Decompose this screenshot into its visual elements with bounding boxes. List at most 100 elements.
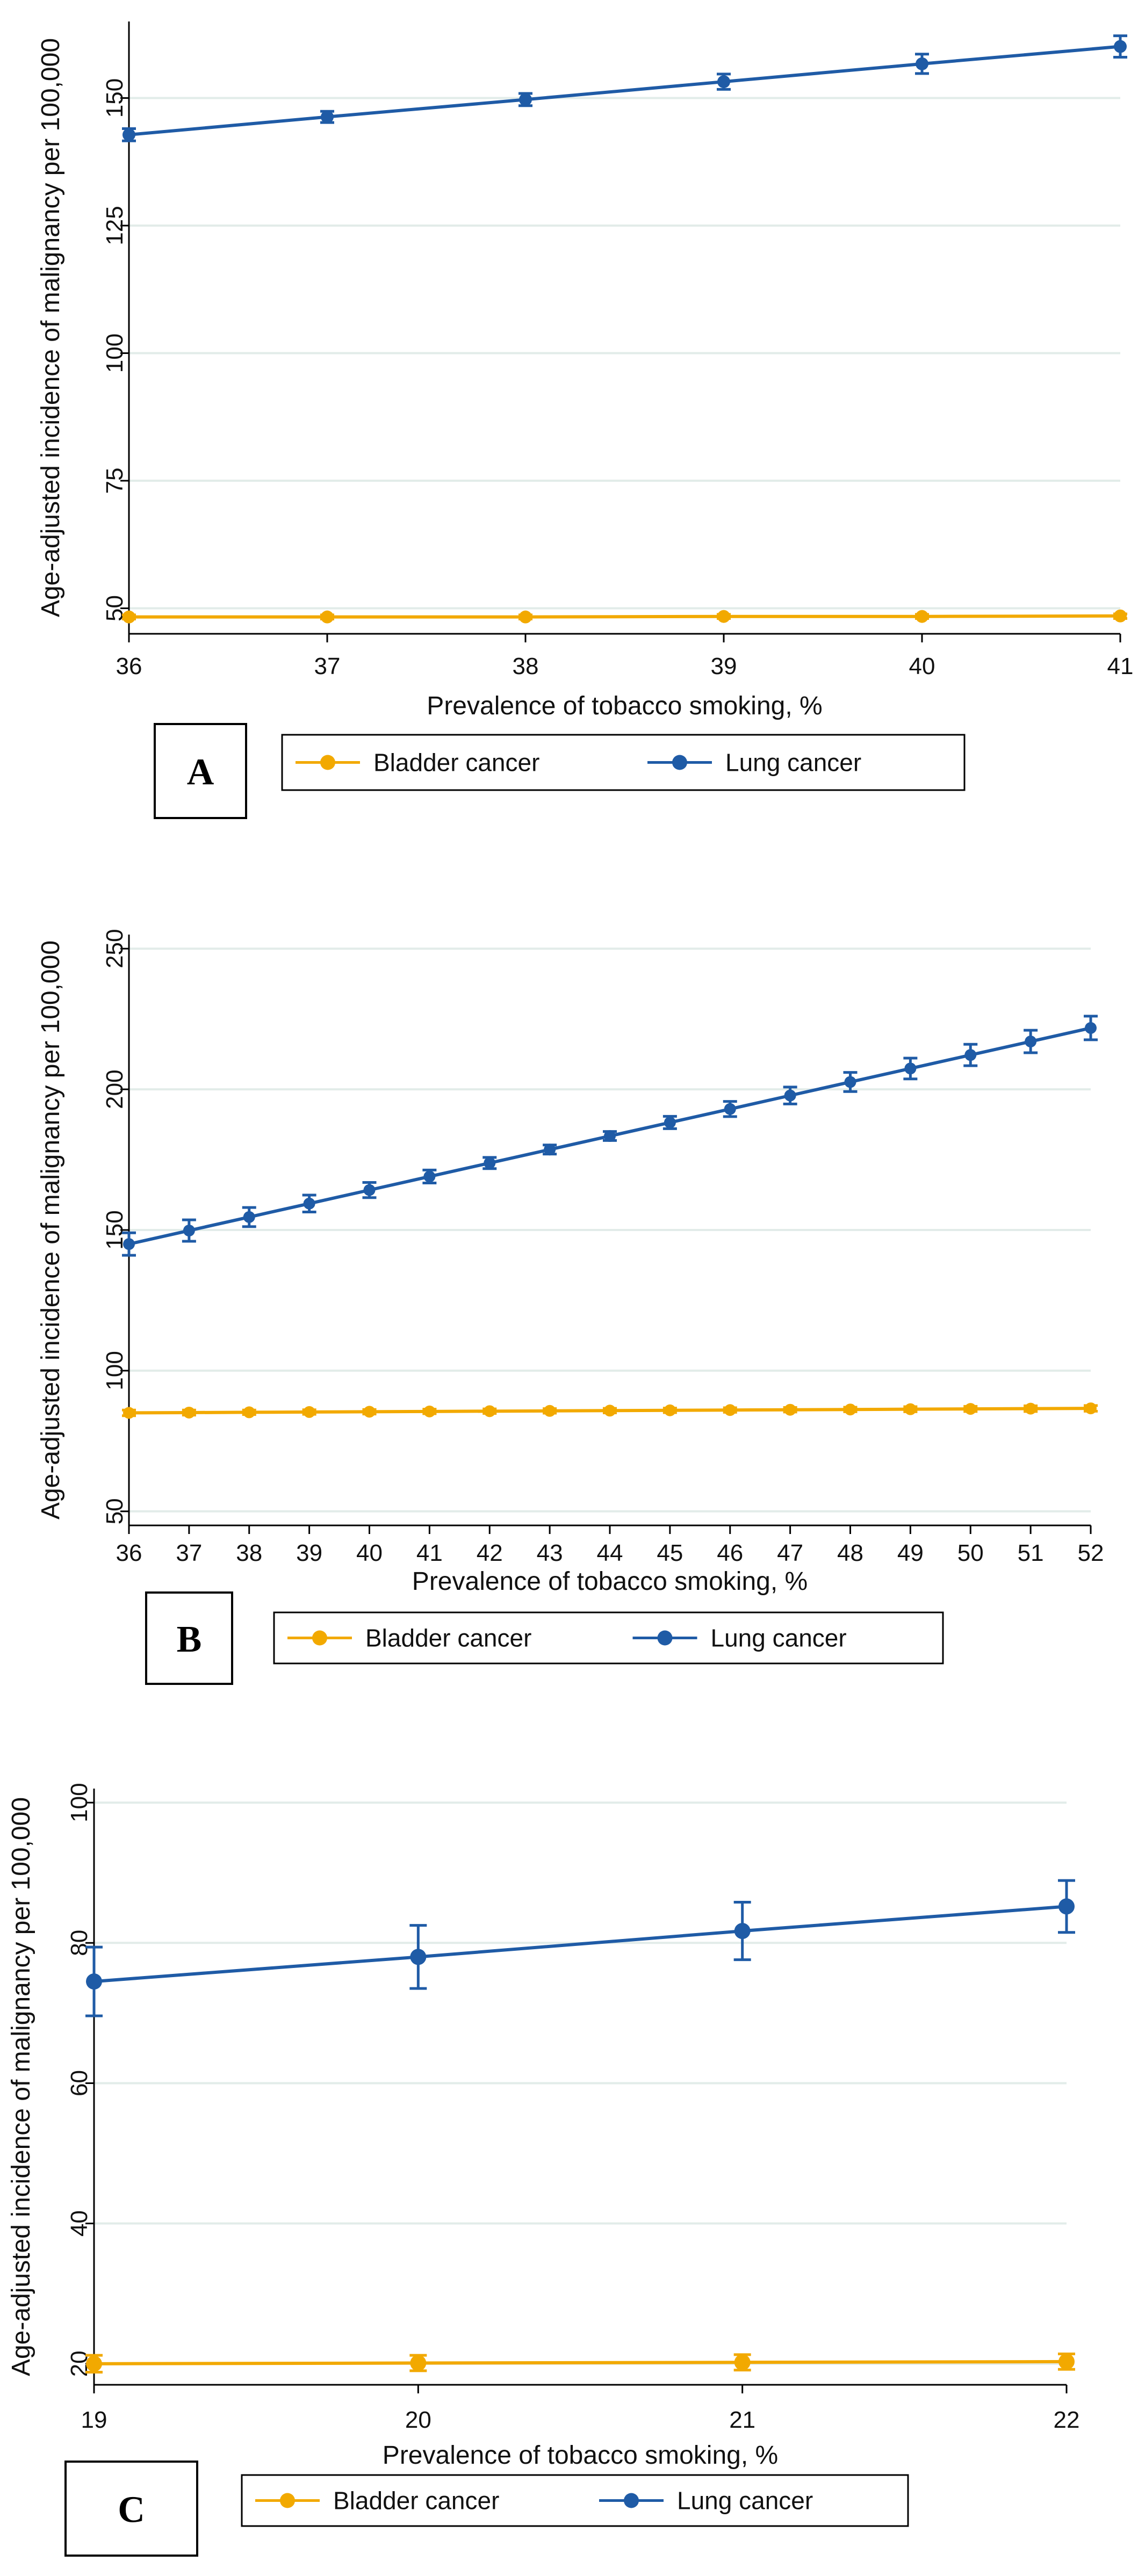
data-point — [183, 1406, 195, 1419]
series-bladder-cancer — [85, 2353, 1075, 2374]
y-tick-label: 200 — [102, 1069, 128, 1109]
x-tick-label: 41 — [416, 1540, 443, 1566]
data-point — [1058, 2353, 1075, 2370]
x-tick-label: 40 — [909, 653, 935, 679]
data-point — [86, 2355, 102, 2372]
x-tick-label: 40 — [356, 1540, 383, 1566]
legend-label: Lung cancer — [711, 1624, 847, 1652]
x-tick-label: 38 — [513, 653, 539, 679]
data-point — [724, 1103, 736, 1115]
series-line — [129, 614, 1121, 619]
data-point — [86, 1973, 102, 1990]
legend-swatch-marker — [320, 755, 335, 770]
data-point — [916, 57, 928, 70]
data-point — [1085, 1022, 1097, 1034]
legend-box — [241, 2474, 909, 2527]
x-tick-label: 41 — [1107, 653, 1134, 679]
data-point — [916, 610, 928, 623]
data-point — [724, 1404, 736, 1416]
data-point — [1025, 1036, 1037, 1048]
x-tick-label: 44 — [597, 1540, 623, 1566]
x-axis-title: Prevalence of tobacco smoking, % — [427, 692, 822, 720]
legend-label: Bladder cancer — [333, 2487, 499, 2515]
y-tick-label: 150 — [102, 78, 128, 118]
y-tick-label: 100 — [102, 1351, 128, 1390]
series-line — [93, 1905, 1067, 1984]
y-tick-label: 250 — [102, 929, 128, 968]
y-axis-title: Age-adjusted incidence of malignancy per… — [37, 38, 65, 617]
x-tick-label: 50 — [957, 1540, 984, 1566]
x-tick-label: 22 — [1054, 2407, 1080, 2433]
data-point — [717, 610, 730, 623]
y-axis-title: Age-adjusted incidence of malignancy per… — [7, 1797, 35, 2376]
legend-label: Lung cancer — [677, 2487, 813, 2515]
x-tick-label: 43 — [537, 1540, 563, 1566]
y-tick-label: 40 — [66, 2210, 92, 2237]
data-point — [844, 1403, 856, 1416]
data-point — [604, 1405, 616, 1417]
x-tick-label: 20 — [405, 2407, 431, 2433]
data-point — [1085, 1402, 1097, 1415]
y-tick-label: 100 — [102, 334, 128, 373]
data-point — [363, 1406, 376, 1418]
panel-label: B — [177, 1619, 202, 1660]
data-point — [410, 1949, 427, 1965]
legend-swatch-marker — [624, 2493, 639, 2508]
data-point — [784, 1089, 796, 1102]
legend-swatch-marker — [672, 755, 687, 770]
data-point — [423, 1405, 436, 1417]
x-tick-label: 48 — [837, 1540, 863, 1566]
y-tick-label: 125 — [102, 206, 128, 245]
data-point — [734, 1923, 751, 1940]
data-point — [484, 1157, 496, 1169]
x-tick-label: 36 — [116, 1540, 142, 1566]
panel-label-box — [145, 1591, 233, 1685]
data-point — [544, 1144, 556, 1156]
legend: Bladder cancer Lung cancer — [241, 2474, 909, 2527]
legend-label: Bladder cancer — [365, 1624, 531, 1652]
panel-label-box — [64, 2461, 198, 2557]
data-point — [410, 2355, 427, 2371]
x-tick-label: 39 — [711, 653, 737, 679]
data-point — [519, 610, 532, 624]
x-tick-label: 42 — [477, 1540, 503, 1566]
legend-label: Bladder cancer — [373, 749, 539, 777]
x-tick-label: 51 — [1018, 1540, 1044, 1566]
data-point — [1114, 40, 1127, 53]
legend-swatch-marker — [312, 1630, 327, 1646]
x-tick-label: 45 — [657, 1540, 683, 1566]
legend-box — [281, 734, 966, 791]
data-point — [664, 1404, 676, 1416]
data-point — [544, 1405, 556, 1417]
x-axis-title: Prevalence of tobacco smoking, % — [383, 2441, 778, 2470]
data-point — [784, 1403, 796, 1416]
y-tick-label: 50 — [102, 1498, 128, 1524]
legend-box — [273, 1611, 944, 1665]
series-lung-cancer — [122, 1015, 1098, 1257]
series-line — [128, 45, 1121, 136]
data-point — [844, 1076, 856, 1088]
x-tick-label: 19 — [81, 2407, 107, 2433]
data-point — [1114, 609, 1127, 623]
series-bladder-cancer — [122, 1402, 1098, 1419]
data-point — [303, 1406, 315, 1418]
data-point — [604, 1130, 616, 1142]
data-point — [1058, 1898, 1075, 1915]
data-point — [123, 128, 135, 141]
x-tick-label: 37 — [314, 653, 341, 679]
series-bladder-cancer — [122, 609, 1127, 624]
series-lung-cancer — [122, 34, 1127, 142]
x-tick-label: 36 — [116, 653, 142, 679]
y-tick-label: 75 — [102, 468, 128, 494]
y-axis-title: Age-adjusted incidence of malignancy per… — [37, 940, 65, 1519]
data-point — [303, 1197, 315, 1210]
data-point — [321, 610, 334, 624]
data-point — [243, 1211, 255, 1223]
x-tick-label: 39 — [296, 1540, 322, 1566]
y-tick-label: 80 — [66, 1930, 92, 1956]
x-tick-label: 37 — [176, 1540, 202, 1566]
y-tick-label: 60 — [66, 2070, 92, 2096]
legend-swatch-marker — [657, 1630, 673, 1646]
x-tick-label: 52 — [1078, 1540, 1104, 1566]
series-line — [93, 2360, 1067, 2365]
